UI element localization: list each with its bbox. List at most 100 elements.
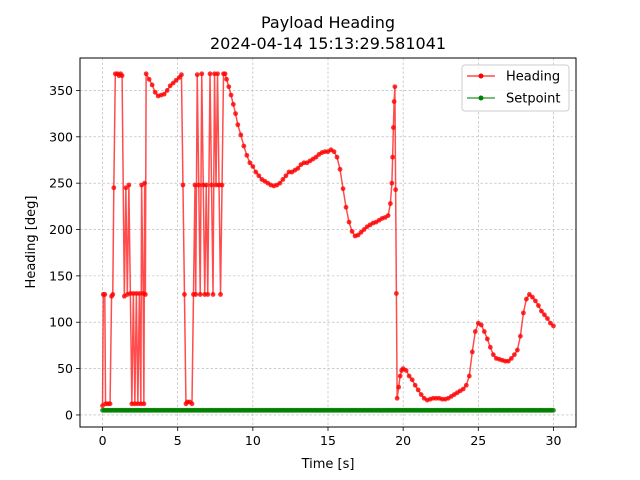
- y-tick-label: 150: [49, 268, 73, 283]
- legend-heading-marker: [478, 73, 484, 79]
- heading-point: [126, 182, 132, 188]
- heading-point: [192, 182, 198, 188]
- heading-point: [385, 213, 391, 219]
- heading-point: [207, 71, 213, 77]
- heading-series: [100, 71, 556, 409]
- heading-point: [394, 395, 400, 401]
- heading-point: [205, 292, 211, 297]
- heading-point: [218, 292, 223, 297]
- heading-point: [472, 329, 478, 334]
- x-axis-label: Time [s]: [301, 457, 355, 472]
- heading-point: [143, 71, 149, 77]
- heading-point: [228, 92, 234, 98]
- heading-point: [520, 310, 526, 316]
- heading-point: [189, 401, 195, 407]
- heading-point: [484, 336, 490, 342]
- heading-point: [387, 201, 393, 206]
- heading-point: [551, 323, 556, 329]
- heading-point: [349, 228, 355, 234]
- heading-point: [415, 387, 421, 393]
- heading-point: [508, 355, 514, 361]
- heading-point: [355, 232, 361, 238]
- legend-heading-label: Heading: [506, 70, 560, 85]
- heading-point: [215, 71, 220, 77]
- heading-point: [179, 72, 184, 78]
- heading-point: [481, 329, 487, 334]
- chart-title: Payload Heading: [261, 13, 395, 32]
- heading-point: [409, 377, 415, 383]
- heading-point: [334, 154, 340, 160]
- heading-point: [123, 185, 129, 191]
- heading-point: [142, 292, 148, 297]
- heading-point: [403, 368, 409, 373]
- legend: Heading Setpoint: [461, 64, 570, 112]
- heading-point: [173, 77, 179, 83]
- heading-point: [517, 333, 523, 339]
- heading-point: [226, 84, 232, 90]
- heading-point: [161, 91, 167, 97]
- heading-point: [152, 89, 158, 95]
- x-tick-label: 30: [546, 433, 562, 448]
- heading-point: [542, 312, 547, 318]
- heading-point: [280, 177, 286, 182]
- grid-lines: [80, 58, 576, 427]
- heading-point: [530, 294, 535, 300]
- heading-point: [391, 99, 397, 104]
- heading-point: [361, 227, 367, 232]
- heading-point: [514, 347, 520, 353]
- x-tick-label: 0: [99, 433, 107, 448]
- heading-point: [389, 180, 395, 186]
- heading-point: [241, 143, 247, 149]
- heading-point: [136, 291, 142, 296]
- plot-area: [100, 71, 556, 413]
- heading-point: [343, 204, 349, 210]
- heading-point: [250, 164, 256, 169]
- heading-point: [392, 84, 398, 90]
- heading-point: [219, 182, 225, 188]
- heading-point: [469, 349, 475, 355]
- heading-point: [238, 132, 244, 138]
- legend-setpoint-label: Setpoint: [506, 92, 561, 107]
- y-tick-label: 200: [49, 222, 73, 237]
- heading-point: [511, 352, 517, 358]
- heading-point: [460, 386, 466, 392]
- heading-point: [119, 73, 125, 79]
- chart-subtitle: 2024-04-14 15:13:29.581041: [210, 34, 446, 53]
- y-tick-label: 100: [49, 315, 73, 330]
- heading-point: [102, 292, 108, 297]
- y-tick-label: 350: [49, 83, 73, 98]
- heading-point: [337, 166, 343, 172]
- heading-point: [397, 373, 403, 379]
- heading-point: [418, 392, 424, 397]
- y-tick-label: 250: [49, 176, 73, 191]
- heading-point: [490, 352, 496, 358]
- legend-setpoint-marker: [478, 95, 484, 101]
- heading-point: [505, 358, 511, 364]
- setpoint-series: [100, 407, 556, 413]
- heading-point: [230, 101, 236, 107]
- heading-point: [209, 182, 214, 188]
- heading-point: [524, 296, 529, 302]
- heading-point: [466, 373, 472, 379]
- heading-point: [235, 122, 241, 128]
- heading-point: [203, 182, 209, 188]
- heading-point: [149, 82, 155, 88]
- heading-point: [539, 308, 544, 314]
- y-tick-label: 300: [49, 129, 73, 144]
- y-axis-label: Heading [deg]: [24, 196, 39, 289]
- x-tick-label: 20: [395, 433, 411, 448]
- heading-point: [224, 76, 229, 82]
- heading-point: [110, 292, 116, 297]
- heading-point: [487, 344, 493, 350]
- heading-point: [533, 298, 538, 304]
- heading-point: [340, 186, 346, 192]
- heading-point: [390, 125, 396, 130]
- heading-point: [247, 160, 253, 166]
- heading-point: [331, 149, 337, 155]
- y-tick-label: 0: [65, 407, 73, 422]
- heading-point: [107, 401, 113, 407]
- heading-point: [182, 292, 187, 297]
- y-tick-label: 50: [57, 361, 73, 376]
- heading-point: [142, 180, 148, 186]
